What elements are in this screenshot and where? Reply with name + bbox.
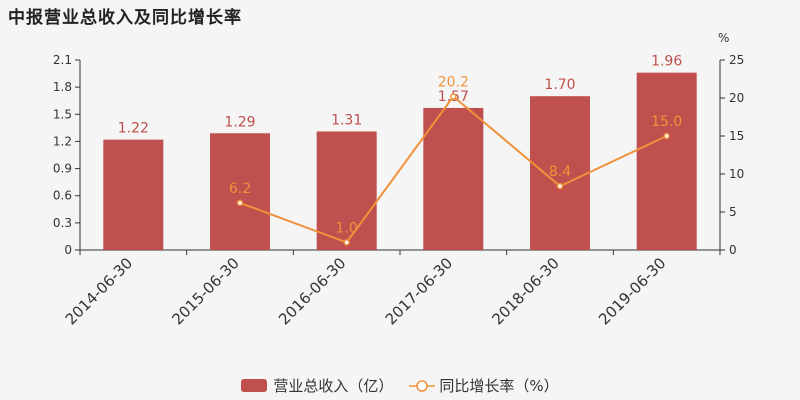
bar [530,96,590,250]
y-left-tick-label: 1.2 [53,134,72,148]
x-tick-label: 2016-06-30 [275,254,349,328]
y-right-unit: % [718,31,729,45]
y-left-tick-label: 0.3 [53,216,72,230]
bar-value-label: 1.70 [544,77,575,93]
bar [103,139,164,250]
y-right-tick-label: 25 [729,53,744,67]
y-left-tick-label: 0.6 [53,189,72,203]
growth-point [556,182,564,190]
y-left-tick-label: 1.8 [53,80,72,94]
y-left-tick-label: 0.9 [53,162,72,176]
y-right-tick-label: 10 [729,167,744,181]
legend-item-revenue[interactable]: 营业总收入（亿） [241,375,393,396]
legend-label-revenue: 营业总收入（亿） [273,377,394,395]
x-tick-label: 2017-06-30 [382,254,456,328]
growth-value-label: 15.0 [651,114,682,130]
legend-swatch-bar [241,379,268,392]
growth-point [663,132,670,140]
growth-point [236,199,244,207]
y-right-tick-label: 20 [729,91,744,105]
legend-swatch-line [409,379,436,392]
bar-value-label: 1.22 [118,121,149,137]
bar-value-label: 1.31 [331,112,362,128]
bar [210,133,270,250]
y-left-tick-label: 2.1 [53,53,72,67]
growth-point [450,93,457,100]
growth-value-label: 6.2 [229,181,251,197]
growth-point [343,239,350,246]
x-tick-label: 2019-06-30 [595,254,669,328]
chart-title: 中报营业总收入及同比增长率 [8,8,242,28]
y-left-tick-label: 1.5 [53,107,72,121]
legend-label-growth: 同比增长率（%） [439,377,559,395]
bar [423,107,484,250]
bar [636,72,697,251]
y-right-tick-label: 0 [729,243,737,257]
growth-value-label: 1.0 [336,220,358,236]
x-tick-label: 2015-06-30 [168,254,242,328]
legend: 营业总收入（亿） 同比增长率（%） [0,375,800,396]
y-right-tick-label: 15 [729,129,744,143]
bar-value-label: 1.96 [651,54,682,70]
bar-value-label: 1.29 [224,114,255,130]
y-right-tick-label: 5 [729,205,737,219]
y-left-tick-label: 0 [64,243,72,257]
bar [316,131,377,250]
x-tick-label: 2018-06-30 [488,254,562,328]
legend-item-growth[interactable]: 同比增长率（%） [409,375,559,396]
growth-value-label: 8.4 [549,164,571,180]
x-tick-label: 2014-06-30 [62,254,136,328]
growth-value-label: 20.2 [438,74,469,90]
